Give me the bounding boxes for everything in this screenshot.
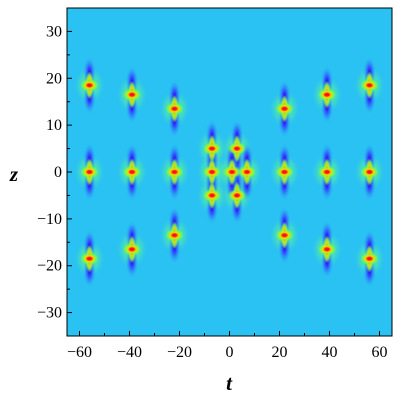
- y-tick-label: 20: [46, 70, 62, 87]
- peak-arm: [228, 142, 246, 155]
- peak-arm: [123, 88, 141, 101]
- x-tick-label: 0: [226, 344, 234, 361]
- heatmap-layer: [73, 56, 386, 288]
- peak-arm: [360, 79, 379, 92]
- peak-arm: [223, 165, 241, 179]
- y-tick-label: −20: [37, 258, 62, 275]
- y-tick-label: −30: [37, 305, 62, 322]
- x-tick-label: 20: [272, 344, 288, 361]
- peak-arm: [80, 165, 99, 179]
- y-tick-label: 10: [46, 117, 62, 134]
- peak-arm: [228, 189, 246, 202]
- peak-arm: [275, 229, 294, 242]
- peak-arm: [203, 189, 221, 202]
- peak-arm: [238, 165, 256, 179]
- x-axis: −60 −40 −20 0 20 40 60: [67, 331, 388, 361]
- peak-arm: [318, 165, 336, 179]
- peak-arm: [123, 165, 141, 179]
- peak-arm: [318, 88, 336, 101]
- y-tick-label: 0: [54, 164, 62, 181]
- peak-arm: [275, 165, 294, 179]
- x-tick-label: 40: [322, 344, 338, 361]
- peak-arm: [318, 243, 336, 256]
- x-tick-label: −20: [167, 344, 192, 361]
- peak-arm: [165, 165, 184, 179]
- y-axis: 30 20 10 0 −10 −20 −30: [37, 7, 72, 337]
- y-axis-title: z: [9, 162, 19, 186]
- peak-arm: [360, 252, 379, 265]
- y-tick-label: 30: [46, 23, 62, 40]
- peak-arm: [165, 229, 184, 242]
- peak-arm: [165, 102, 184, 115]
- x-axis-title: t: [226, 371, 233, 395]
- peak-arm: [123, 243, 141, 256]
- peak-arm: [360, 165, 379, 179]
- peak-arm: [80, 252, 99, 265]
- peak-arm: [203, 142, 221, 155]
- x-tick-label: 60: [372, 344, 388, 361]
- x-tick-label: −40: [117, 344, 142, 361]
- peak-arm: [80, 79, 99, 92]
- y-tick-label: −10: [37, 211, 62, 228]
- x-tick-label: −60: [67, 344, 92, 361]
- peak-arm: [203, 165, 221, 179]
- peak-arm: [275, 102, 294, 115]
